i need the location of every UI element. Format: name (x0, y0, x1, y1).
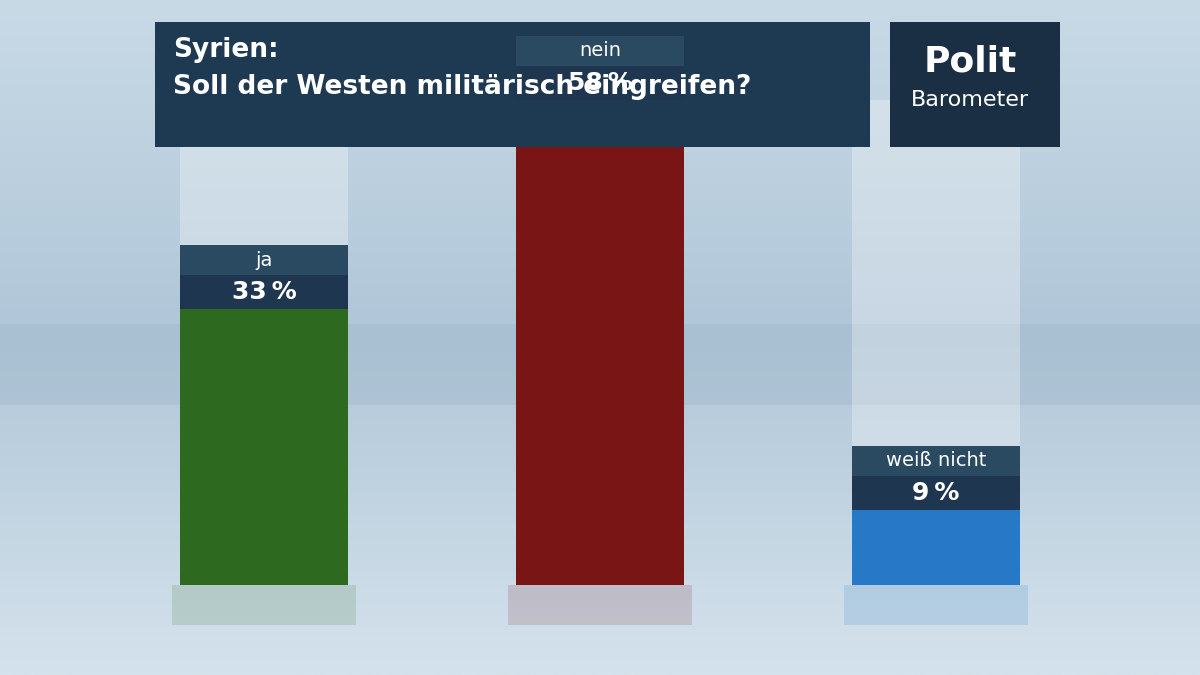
Text: 58 %: 58 % (568, 71, 632, 95)
Bar (180, 100, 348, 585)
Text: Syrien:: Syrien: (173, 37, 278, 63)
Bar (155, 22, 870, 147)
Text: 9 %: 9 % (912, 481, 960, 505)
Bar (852, 510, 1020, 585)
Bar (172, 585, 356, 625)
Bar (516, 100, 684, 585)
Text: 33 %: 33 % (232, 280, 296, 304)
Bar (516, 66, 684, 100)
Bar (180, 245, 348, 275)
Bar (0, 324, 1200, 405)
Bar (516, 100, 684, 585)
Bar (852, 476, 1020, 510)
Text: nein: nein (580, 41, 622, 61)
Bar (516, 36, 684, 66)
Text: ja: ja (256, 250, 272, 269)
Bar (180, 309, 348, 585)
Bar (180, 275, 348, 309)
Text: Soll der Westen militärisch eingreifen?: Soll der Westen militärisch eingreifen? (173, 74, 751, 100)
Bar (508, 585, 692, 625)
Bar (852, 446, 1020, 476)
Bar (890, 22, 1060, 147)
Bar (852, 100, 1020, 585)
Text: weiß nicht: weiß nicht (886, 452, 986, 470)
Text: Barometer: Barometer (911, 90, 1030, 110)
Bar (844, 585, 1028, 625)
Text: Polit: Polit (923, 44, 1016, 78)
